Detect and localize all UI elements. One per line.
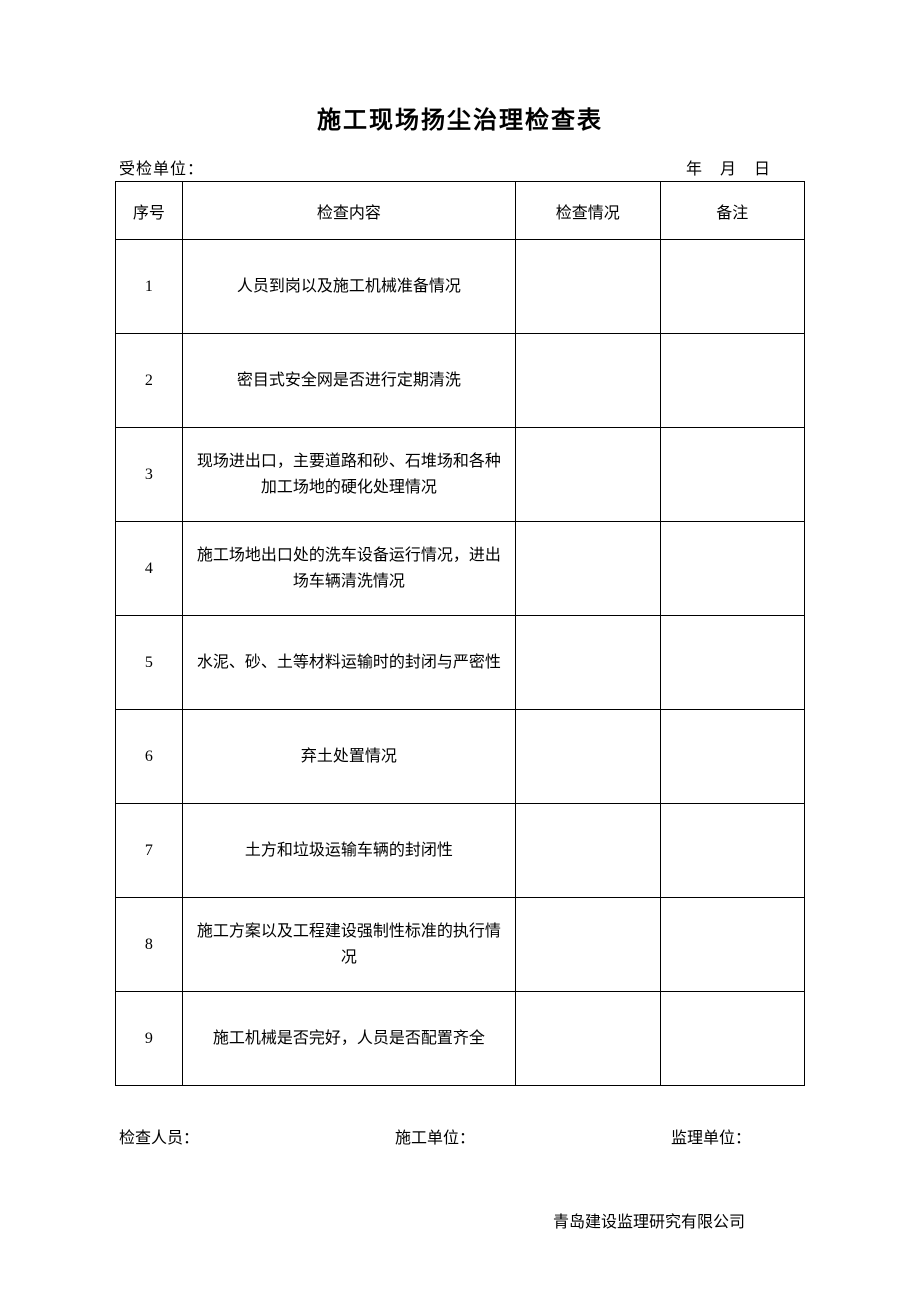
inspector-label: 检查人员：: [119, 1124, 330, 1148]
cell-note: [660, 522, 805, 616]
cell-status: [516, 522, 660, 616]
cell-content: 水泥、砂、土等材料运输时的封闭与严密性: [182, 616, 515, 710]
cell-note: [660, 992, 805, 1086]
footer-line: 检查人员： 施工单位： 监理单位：: [115, 1124, 805, 1148]
cell-note: [660, 428, 805, 522]
cell-note: [660, 710, 805, 804]
cell-content: 密目式安全网是否进行定期清洗: [182, 334, 515, 428]
cell-content: 人员到岗以及施工机械准备情况: [182, 240, 515, 334]
cell-note: [660, 334, 805, 428]
header-line: 受检单位： 年 月 日: [115, 155, 805, 179]
cell-note: [660, 240, 805, 334]
cell-content: 施工方案以及工程建设强制性标准的执行情况: [182, 898, 515, 992]
cell-status: [516, 710, 660, 804]
table-row: 4施工场地出口处的洗车设备运行情况，进出场车辆清洗情况: [116, 522, 805, 616]
cell-content: 现场进出口，主要道路和砂、石堆场和各种加工场地的硬化处理情况: [182, 428, 515, 522]
table-row: 5水泥、砂、土等材料运输时的封闭与严密性: [116, 616, 805, 710]
cell-status: [516, 898, 660, 992]
table-row: 7土方和垃圾运输车辆的封闭性: [116, 804, 805, 898]
document-title: 施工现场扬尘治理检查表: [115, 100, 805, 135]
cell-status: [516, 804, 660, 898]
table-row: 3现场进出口，主要道路和砂、石堆场和各种加工场地的硬化处理情况: [116, 428, 805, 522]
inspection-table: 序号 检查内容 检查情况 备注 1人员到岗以及施工机械准备情况2密目式安全网是否…: [115, 181, 805, 1086]
cell-note: [660, 804, 805, 898]
cell-note: [660, 898, 805, 992]
cell-seq: 9: [116, 992, 183, 1086]
cell-status: [516, 992, 660, 1086]
table-row: 1人员到岗以及施工机械准备情况: [116, 240, 805, 334]
cell-note: [660, 616, 805, 710]
cell-status: [516, 240, 660, 334]
cell-seq: 1: [116, 240, 183, 334]
cell-content: 土方和垃圾运输车辆的封闭性: [182, 804, 515, 898]
date-label: 年 月 日: [686, 155, 801, 179]
contractor-label: 施工单位：: [330, 1124, 541, 1148]
col-header-content: 检查内容: [182, 182, 515, 240]
cell-status: [516, 616, 660, 710]
cell-seq: 2: [116, 334, 183, 428]
cell-content: 施工机械是否完好，人员是否配置齐全: [182, 992, 515, 1086]
cell-status: [516, 334, 660, 428]
table-header-row: 序号 检查内容 检查情况 备注: [116, 182, 805, 240]
col-header-seq: 序号: [116, 182, 183, 240]
cell-seq: 4: [116, 522, 183, 616]
table-row: 9施工机械是否完好，人员是否配置齐全: [116, 992, 805, 1086]
inspected-unit-label: 受检单位：: [119, 155, 204, 179]
supervisor-label: 监理单位：: [540, 1124, 801, 1148]
cell-seq: 7: [116, 804, 183, 898]
col-header-status: 检查情况: [516, 182, 660, 240]
col-header-note: 备注: [660, 182, 805, 240]
cell-status: [516, 428, 660, 522]
table-body: 1人员到岗以及施工机械准备情况2密目式安全网是否进行定期清洗3现场进出口，主要道…: [116, 240, 805, 1086]
cell-seq: 8: [116, 898, 183, 992]
cell-seq: 3: [116, 428, 183, 522]
cell-seq: 5: [116, 616, 183, 710]
company-name: 青岛建设监理研究有限公司: [115, 1208, 805, 1232]
cell-content: 施工场地出口处的洗车设备运行情况，进出场车辆清洗情况: [182, 522, 515, 616]
table-row: 6弃土处置情况: [116, 710, 805, 804]
cell-seq: 6: [116, 710, 183, 804]
table-row: 2密目式安全网是否进行定期清洗: [116, 334, 805, 428]
cell-content: 弃土处置情况: [182, 710, 515, 804]
table-row: 8施工方案以及工程建设强制性标准的执行情况: [116, 898, 805, 992]
